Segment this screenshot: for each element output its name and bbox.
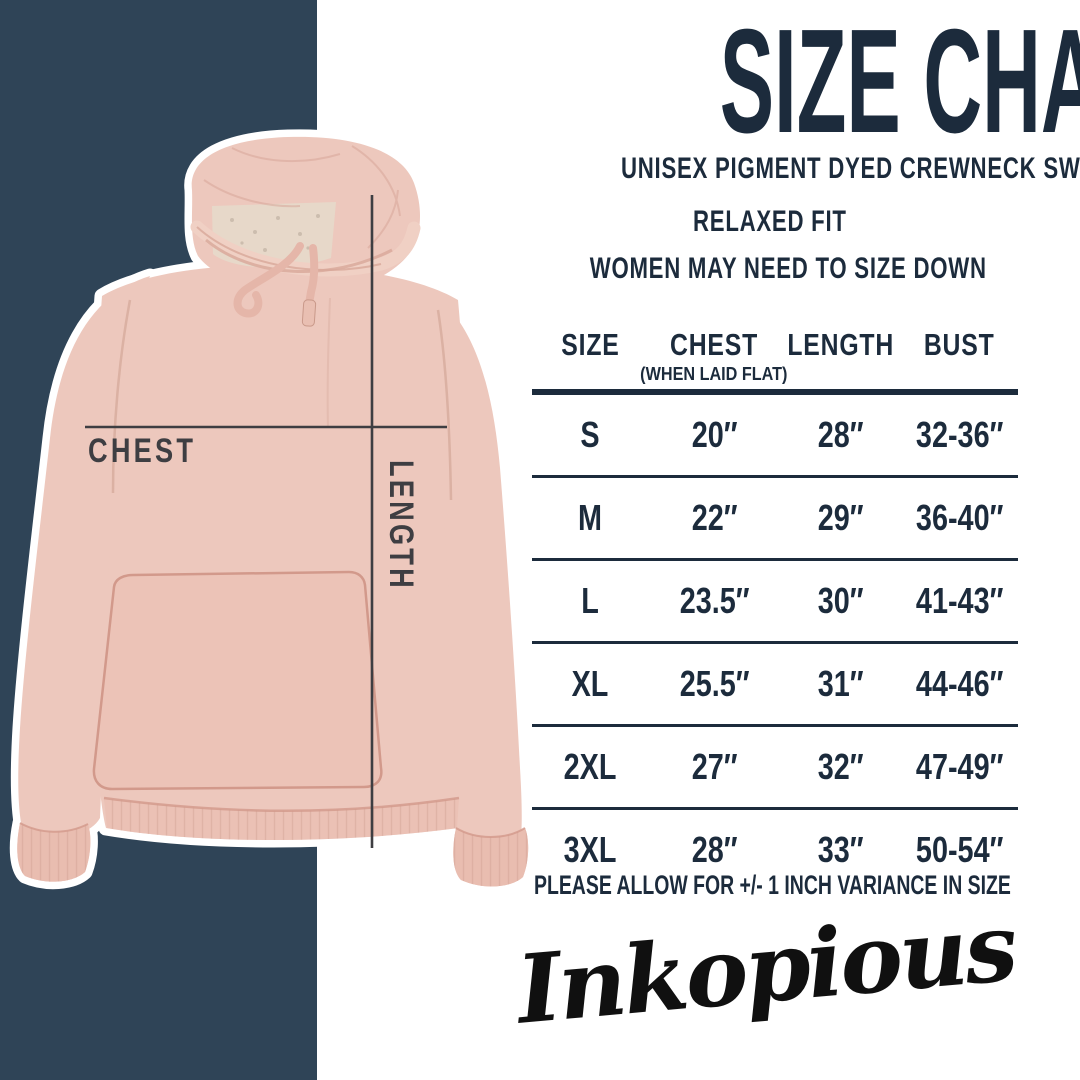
subtitle-sizing-advice-text: WOMEN MAY NEED TO SIZE DOWN bbox=[589, 252, 987, 285]
variance-note: PLEASE ALLOW FOR +/- 1 INCH VARIANCE IN … bbox=[534, 870, 1011, 900]
subtitle-fit: RELAXED FIT bbox=[520, 207, 1020, 237]
brand-logo: Inkopious® bbox=[513, 893, 1020, 1080]
size-table: SIZE CHEST (WHEN LAID FLAT) LENGTH BUST S… bbox=[532, 318, 1018, 890]
chest-crease bbox=[326, 297, 331, 429]
col-header-chest-note: (WHEN LAID FLAT) bbox=[640, 364, 788, 384]
table-row-2xl: 2XL 27″ 32″ 47-49″ bbox=[532, 727, 1018, 810]
drawstring-right bbox=[305, 244, 319, 308]
subtitle-product: UNISEX PIGMENT DYED CREWNECK SWEATSHIRT bbox=[520, 154, 1080, 184]
right-cuff-seam bbox=[455, 827, 526, 838]
brand-logo-text: Inkopious® bbox=[512, 892, 1020, 1046]
neckline-seam bbox=[205, 238, 393, 273]
kangaroo-pocket bbox=[92, 570, 383, 791]
hoodie-image: CHEST LENGTH bbox=[0, 128, 560, 898]
hem-seam bbox=[103, 796, 460, 812]
col-header-size: SIZE bbox=[561, 327, 620, 362]
col-header-chest: CHEST (WHEN LAID FLAT) bbox=[640, 327, 788, 384]
subtitle-product-text: UNISEX PIGMENT DYED CREWNECK SWEATSHIRT bbox=[620, 152, 1080, 185]
drawstring-aglet bbox=[301, 299, 317, 327]
size-chart-panel: SIZE CHART UNISEX PIGMENT DYED CREWNECK … bbox=[513, 0, 1080, 1080]
table-row-xl: XL 25.5″ 31″ 44-46″ bbox=[532, 644, 1018, 727]
hoodie-illustration: CHEST LENGTH bbox=[0, 128, 560, 898]
table-row-3xl: 3XL 28″ 33″ 50-54″ bbox=[563, 829, 1004, 870]
size-table-header: SIZE CHEST (WHEN LAID FLAT) LENGTH BUST bbox=[532, 318, 1018, 395]
length-measure-label: LENGTH bbox=[382, 460, 421, 591]
page-title: SIZE CHART bbox=[520, 8, 1080, 156]
col-header-bust: BUST bbox=[924, 327, 996, 362]
subtitle-sizing-advice: WOMEN MAY NEED TO SIZE DOWN bbox=[520, 254, 1020, 284]
left-cuff-seam bbox=[19, 822, 89, 833]
subtitle-fit-text: RELAXED FIT bbox=[693, 205, 847, 238]
page-title-text: SIZE CHART bbox=[719, 0, 1080, 164]
drawstring-left bbox=[233, 242, 304, 318]
table-row-s: S 20″ 28″ 32-36″ bbox=[532, 395, 1018, 478]
left-cuff-ribbing bbox=[17, 823, 91, 882]
table-row-m: M 22″ 29″ 36-40″ bbox=[532, 478, 1018, 561]
chest-measure-label: CHEST bbox=[88, 431, 196, 470]
right-cuff-ribbing bbox=[453, 828, 529, 887]
table-row-l: L 23.5″ 30″ 41-43″ bbox=[532, 561, 1018, 644]
size-table-body: S 20″ 28″ 32-36″ M 22″ 29″ 36-40″ L 23.5… bbox=[532, 395, 1018, 890]
armhole-seams bbox=[111, 299, 453, 501]
heather-speckles bbox=[230, 214, 320, 252]
col-header-length: LENGTH bbox=[787, 327, 894, 362]
